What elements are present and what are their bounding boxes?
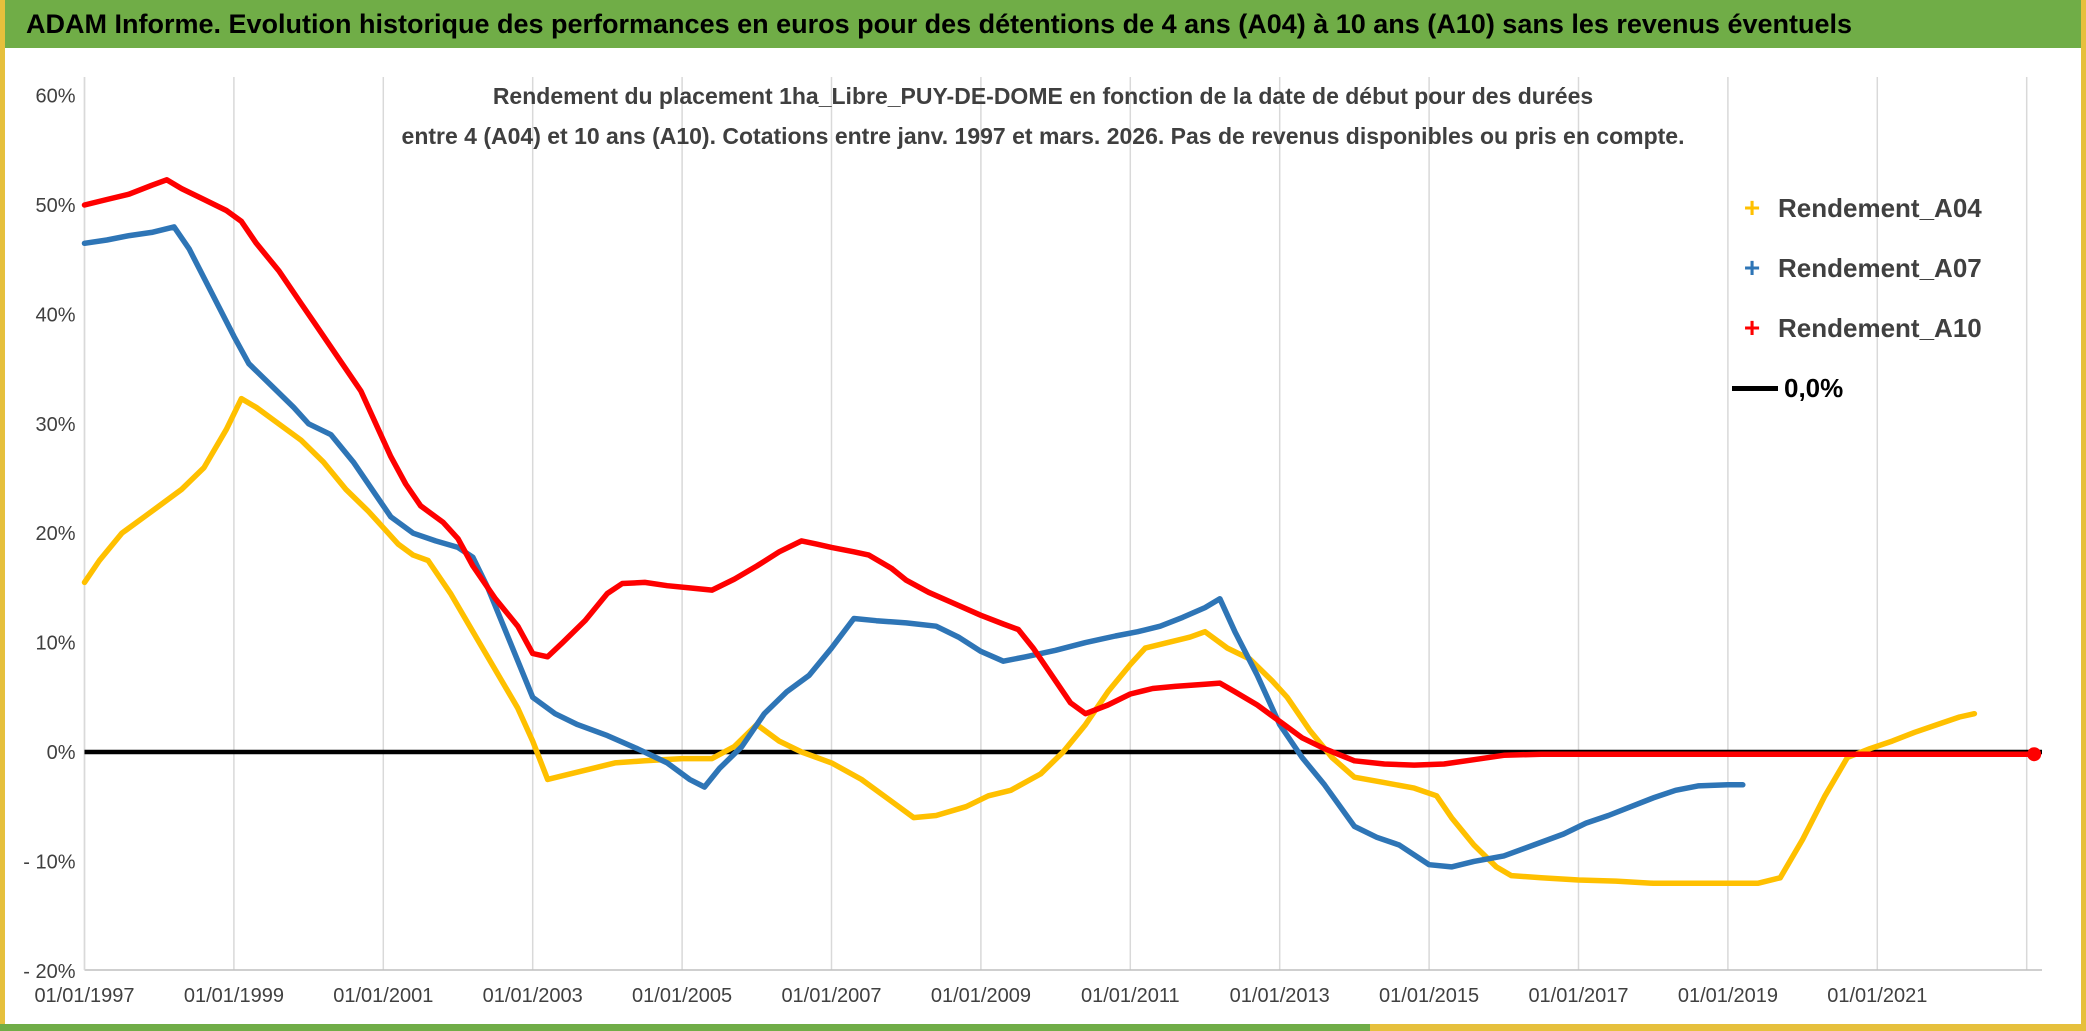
y-axis-label: 50% [35,195,75,217]
x-axis-label: 01/01/2015 [1379,985,1479,1007]
y-axis-label: 60% [35,86,75,108]
x-axis-label: 01/01/2003 [483,985,583,1007]
x-axis-label: 01/01/2017 [1528,985,1628,1007]
series-rendement_a10-line [81,177,2037,768]
report-title: ADAM Informe. Evolution historique des p… [26,8,1853,39]
legend-item-zero-line: 0,0% [1732,358,1982,418]
series-rendement_a04-line [81,395,1978,887]
x-axis-label: 01/01/1999 [184,985,284,1007]
y-axis-label: 30% [35,414,75,436]
x-axis-label: 01/01/2001 [333,985,433,1007]
y-axis-label: - 20% [23,961,75,983]
series-rendement_a10-end-dot [2027,747,2042,762]
x-axis-label: 01/01/1997 [34,985,134,1007]
legend-label-a07: Rendement_A07 [1778,252,1982,283]
bottom-frame [0,1024,2086,1031]
legend-zero-line-swatch [1732,385,1778,391]
legend-marker-a10-icon: + [1743,312,1761,343]
legend-item-rendement-a10: + Rendement_A10 [1732,298,1982,358]
x-axis-label: 01/01/2007 [781,985,881,1007]
chart-title-line-1: Rendement du placement 1ha_Libre_PUY-DE-… [492,83,1594,109]
x-axis-label: 01/01/2021 [1827,985,1927,1007]
x-axis-label: 01/01/2011 [1081,985,1180,1007]
report-title-bar: ADAM Informe. Evolution historique des p… [0,0,2086,48]
legend-label-a04: Rendement_A04 [1778,192,1982,223]
series-rendement_a07-line [81,224,1746,870]
chart-legend: + Rendement_A04 + Rendement_A07 + Rendem… [1732,178,1982,418]
bottom-frame-yellow [1370,1024,2086,1031]
legend-marker-a04-icon: + [1743,192,1761,223]
right-frame-strip [2081,0,2086,1031]
x-axis-label: 01/01/2005 [632,985,732,1007]
y-axis-label: 40% [35,304,75,326]
legend-label-zero: 0,0% [1784,372,1844,403]
chart-title: Rendement du placement 1ha_Libre_PUY-DE-… [0,76,2086,156]
legend-marker-a07-icon: + [1743,252,1761,283]
legend-item-rendement-a07: + Rendement_A07 [1732,238,1982,298]
x-axis-label: 01/01/2009 [931,985,1031,1007]
left-frame-strip [0,0,5,1031]
x-axis-label: 01/01/2019 [1678,985,1778,1007]
bottom-frame-green [0,1024,1370,1031]
chart-title-line-2: entre 4 (A04) et 10 ans (A10). Cotations… [401,123,1685,149]
y-axis-label: - 10% [23,851,75,873]
legend-item-rendement-a04: + Rendement_A04 [1732,178,1982,238]
y-axis-label: 0% [47,742,76,764]
x-axis-label: 01/01/2013 [1230,985,1330,1007]
legend-label-a10: Rendement_A10 [1778,312,1982,343]
y-axis-label: 20% [35,523,75,545]
y-axis-label: 10% [35,633,75,655]
